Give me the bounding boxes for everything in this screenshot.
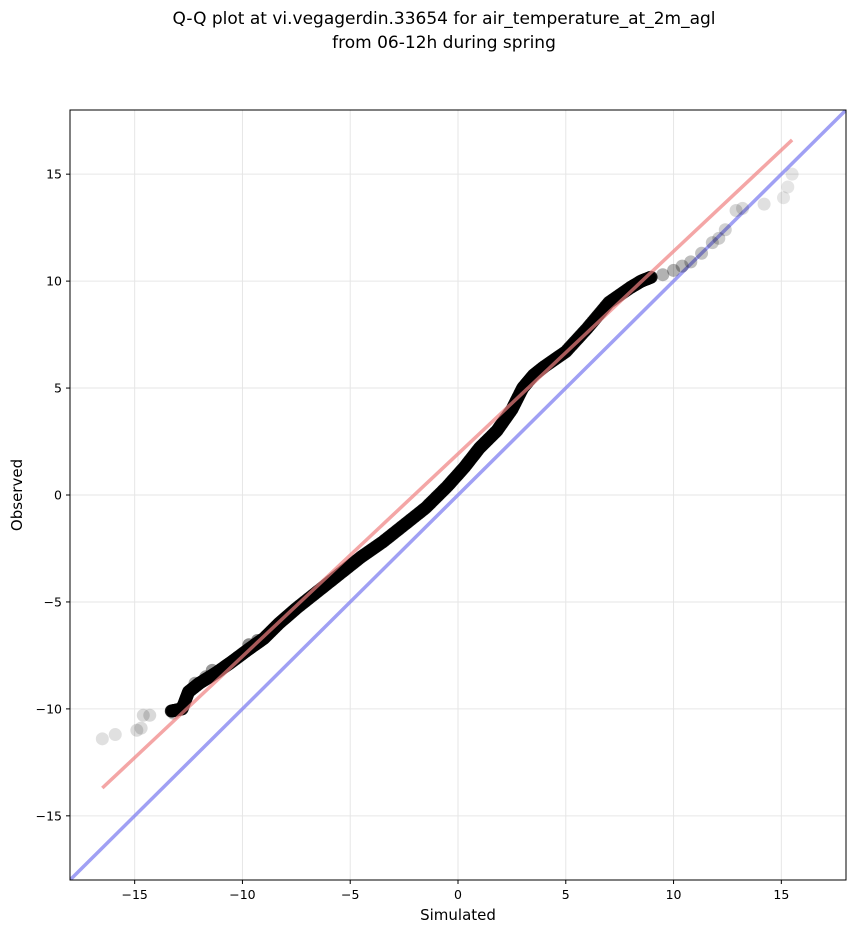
chart-title-line-1: Q-Q plot at vi.vegagerdin.33654 for air_… [172,9,715,29]
fit-line [101,138,794,790]
x-tick-label-5: 10 [666,887,682,902]
qq-point-364 [684,255,698,269]
y-tick-label-1: −10 [36,701,62,716]
qq-point-361 [656,268,670,282]
x-ticks: −15 −10 −5 0 5 10 15 [121,880,789,902]
qq-point-348 [95,732,109,746]
qq-point-368 [718,223,732,237]
qq-point-371 [757,197,771,211]
x-tick-label-6: 15 [773,887,789,902]
qq-point-351 [134,721,148,735]
x-axis-label: Simulated [420,906,496,924]
qq-point-362 [667,263,681,277]
y-tick-label-2: −5 [44,594,62,609]
identity-line [70,110,846,880]
y-tick-label-4: 5 [54,381,62,396]
y-tick-label-3: 0 [54,488,62,503]
x-tick-label-0: −15 [121,887,147,902]
qq-point-373 [781,180,795,194]
qq-point-367 [712,231,726,245]
chart-title-line-2: from 06-12h during spring [332,33,556,53]
qq-point-374 [785,167,799,181]
qq-point-369 [729,204,743,218]
y-tick-label-0: −15 [36,808,62,823]
qq-point-357 [199,670,213,684]
qq-point-363 [675,259,689,273]
identity-line-group [70,110,846,880]
qq-point-352 [136,708,150,722]
fit-line-group [101,138,794,790]
qq-point-358 [205,663,219,677]
x-tick-label-3: 0 [454,887,462,902]
qq-point-356 [188,676,202,690]
y-tick-label-6: 15 [46,167,62,182]
qq-point-353 [143,708,157,722]
plot-content [70,110,846,880]
x-tick-label-2: −5 [341,887,359,902]
qq-point-372 [776,191,790,205]
x-tick-label-4: 5 [562,887,570,902]
y-ticks: −15 −10 −5 0 5 10 15 [36,167,70,823]
qq-point-365 [695,246,709,260]
qq-point-366 [705,236,719,250]
data-points [95,167,799,746]
qq-point-370 [736,201,750,215]
grid-lines [70,110,846,880]
y-tick-label-5: 10 [46,274,62,289]
qq-point-349 [108,728,122,742]
x-tick-label-1: −10 [229,887,255,902]
y-axis-label: Observed [8,459,26,531]
qq-point-350 [130,723,144,737]
